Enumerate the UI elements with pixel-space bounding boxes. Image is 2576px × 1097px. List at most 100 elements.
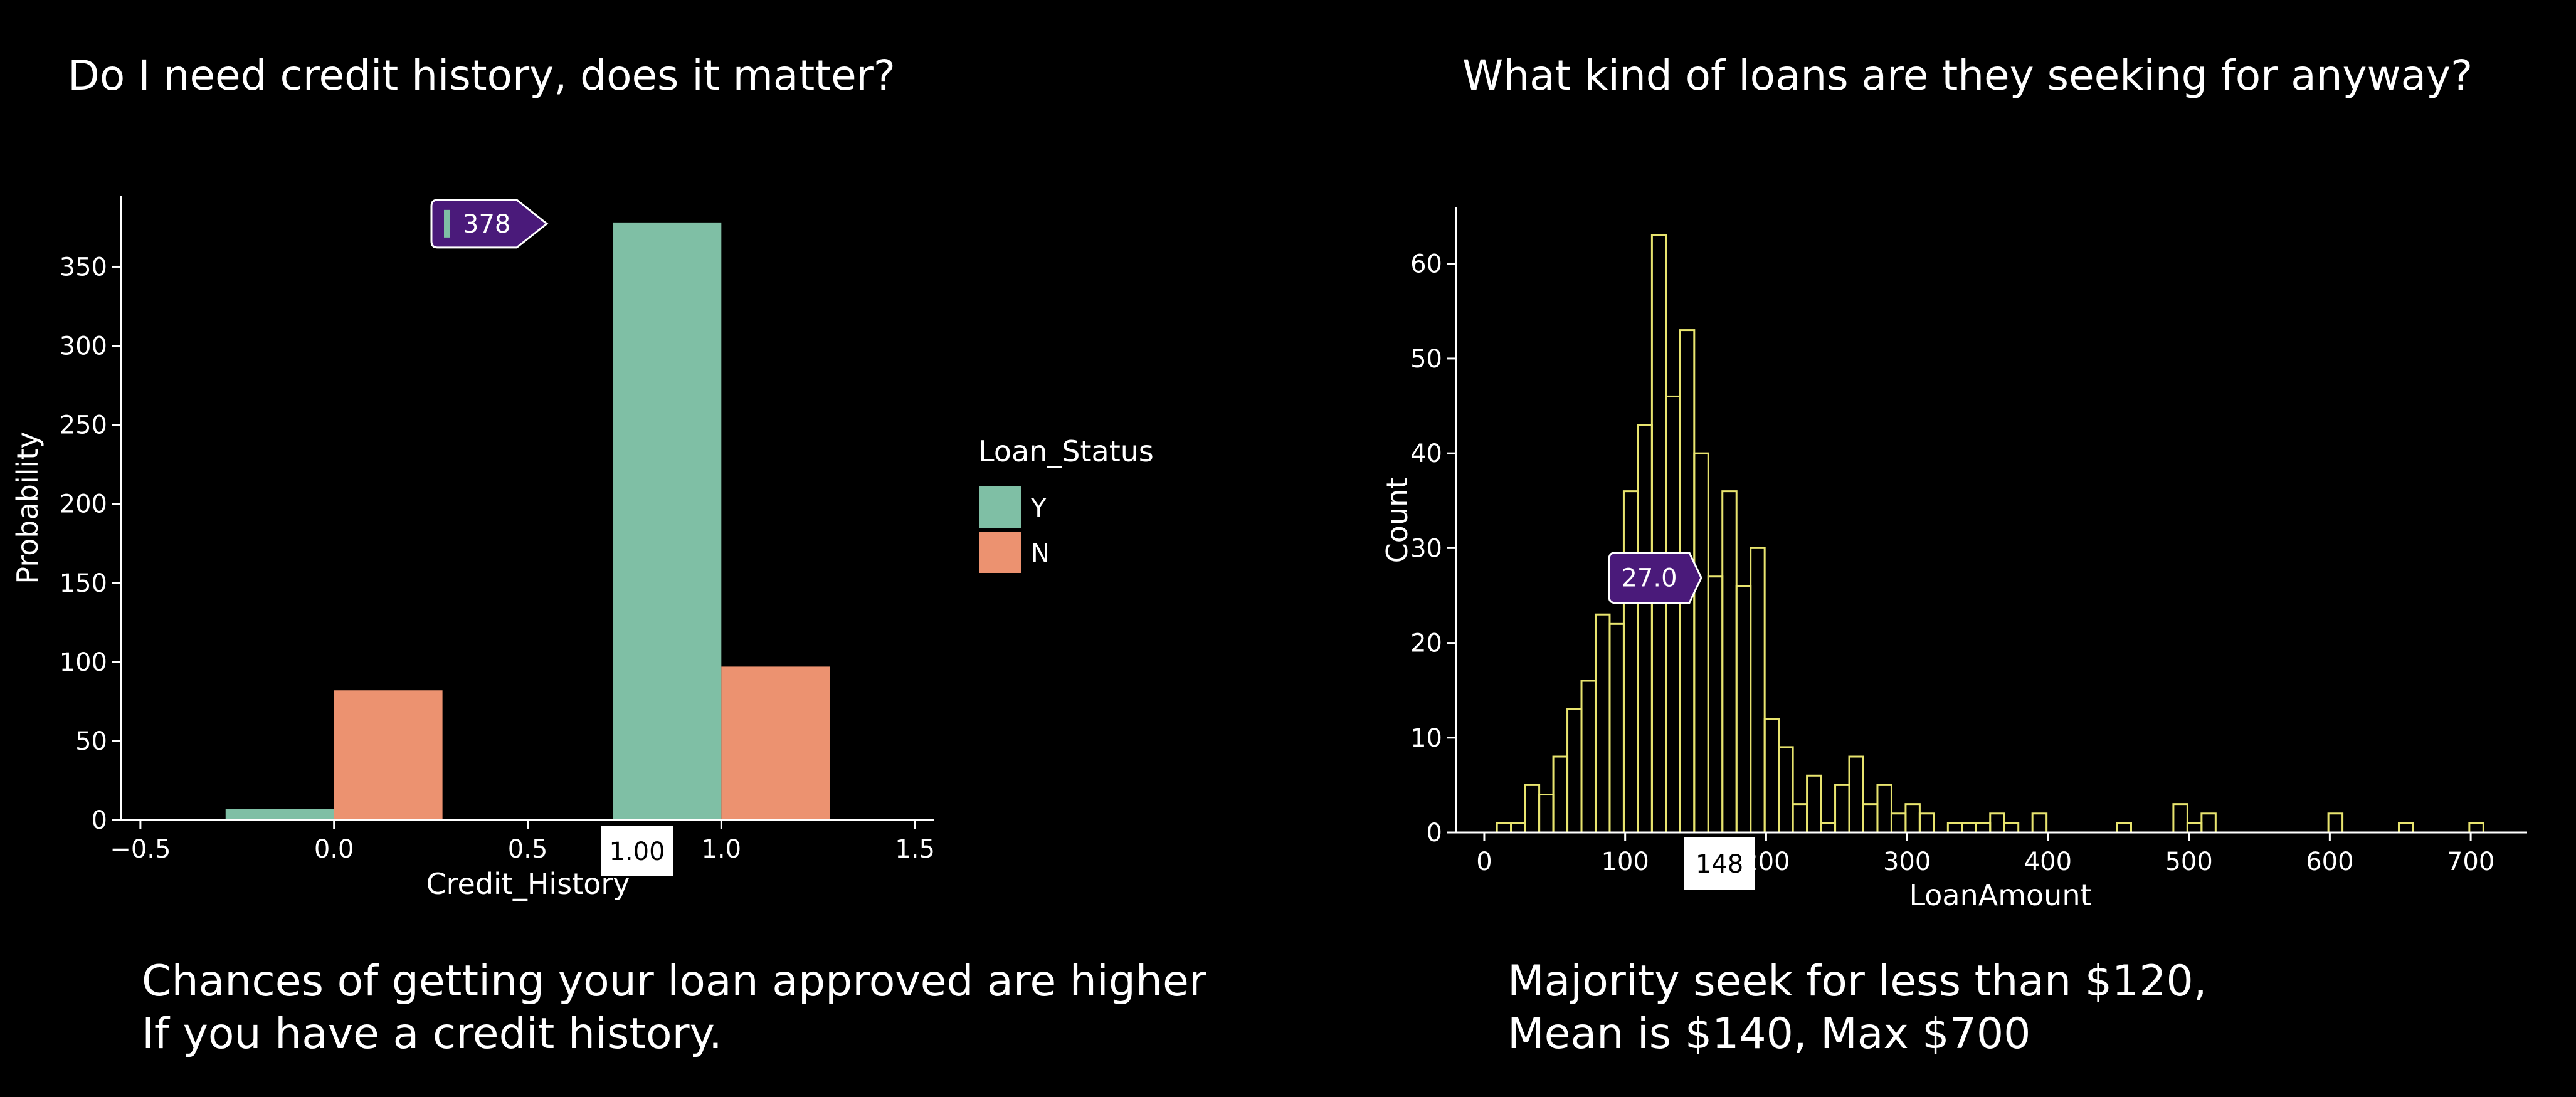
left-y-tick-label: 100 bbox=[60, 648, 107, 677]
histogram-bin bbox=[1622, 490, 1639, 834]
right-x-tick-label: 500 bbox=[2165, 848, 2212, 876]
histogram-bin bbox=[1989, 812, 2005, 834]
left-caption-line-2: If you have a credit history. bbox=[142, 1009, 722, 1059]
histogram-bin bbox=[1650, 234, 1667, 834]
bar-Y-1 bbox=[613, 222, 722, 820]
left-tooltip-value: 378 bbox=[463, 210, 510, 239]
left-y-tick-label: 0 bbox=[92, 806, 107, 835]
histogram-bin bbox=[1735, 585, 1752, 834]
right-y-tick-label: 40 bbox=[1410, 439, 1442, 468]
histogram-bin bbox=[1608, 622, 1625, 834]
legend-swatch-N bbox=[979, 532, 1021, 573]
histogram-bin bbox=[1763, 718, 1780, 834]
right-x-tick-label: 300 bbox=[1883, 848, 1931, 876]
histogram-bin bbox=[1904, 803, 1921, 834]
histogram-bin bbox=[1566, 708, 1583, 834]
histogram-bin bbox=[1496, 822, 1512, 834]
histogram-bin bbox=[1778, 746, 1794, 834]
histogram-bin bbox=[1946, 822, 1963, 834]
histogram-bin bbox=[1580, 680, 1597, 834]
left-axis-highlight-box bbox=[601, 826, 673, 876]
right-y-axis-label: Count bbox=[1380, 478, 1414, 564]
histogram-bin bbox=[1552, 755, 1569, 834]
left-x-tick-label: −0.5 bbox=[110, 835, 171, 864]
bar-N-0 bbox=[334, 690, 443, 820]
histogram-bin bbox=[2327, 812, 2344, 834]
right-y-tick-label: 60 bbox=[1410, 250, 1442, 279]
left-x-tick-label: 1.5 bbox=[895, 835, 935, 864]
histogram-bin bbox=[1975, 822, 1992, 834]
left-y-tick-label: 200 bbox=[60, 490, 107, 519]
histogram-bin bbox=[2172, 803, 2188, 834]
left-tooltip-swatch bbox=[444, 209, 450, 238]
left-x-tick-label: 1.0 bbox=[701, 835, 741, 864]
histogram-bin bbox=[1848, 755, 1864, 834]
histogram-bin bbox=[1862, 803, 1879, 834]
left-caption-line-1: Chances of getting your loan approved ar… bbox=[142, 957, 1206, 1006]
right-x-tick-label: 400 bbox=[2024, 848, 2072, 876]
histogram-bin bbox=[2003, 822, 2020, 834]
right-x-tick-label: 700 bbox=[2447, 848, 2494, 876]
left-y-tick-label: 350 bbox=[60, 253, 107, 281]
right-y-tick-label: 20 bbox=[1410, 629, 1442, 658]
right-x-tick-label: 600 bbox=[2306, 848, 2353, 876]
right-x-tick-label: 100 bbox=[1602, 848, 1649, 876]
right-y-tick-label: 50 bbox=[1410, 345, 1442, 374]
right-chart-title: What kind of loans are they seeking for … bbox=[1462, 51, 2473, 100]
left-x-tick-label: 0.0 bbox=[314, 835, 354, 864]
histogram-bin bbox=[1665, 395, 1681, 834]
left-y-tick-label: 150 bbox=[60, 569, 107, 598]
right-caption: Majority seek for less than $120, Mean i… bbox=[1507, 955, 2207, 1061]
histogram-bin bbox=[1538, 794, 1555, 834]
histogram-bin bbox=[1792, 803, 1808, 834]
right-y-tick-label: 10 bbox=[1410, 724, 1442, 753]
right-tooltip-box bbox=[1608, 552, 1702, 604]
right-x-tick-label: 0 bbox=[1476, 848, 1492, 876]
histogram-bin bbox=[1890, 812, 1907, 834]
histogram-bin bbox=[1510, 822, 1526, 834]
bar-N-1 bbox=[721, 666, 830, 820]
left-y-axis-label: Probability bbox=[11, 431, 45, 584]
right-axis-highlight-value: 148 bbox=[1696, 850, 1743, 879]
legend-label-N: N bbox=[1031, 539, 1050, 568]
histogram-bin bbox=[1961, 822, 1977, 834]
left-x-axis-label: Credit_History bbox=[426, 867, 630, 901]
right-caption-line-1: Majority seek for less than $120, bbox=[1507, 957, 2207, 1006]
histogram-bin bbox=[1524, 784, 1541, 834]
histogram-bin bbox=[1637, 424, 1653, 834]
histogram-bin bbox=[2397, 822, 2414, 834]
right-caption-line-2: Mean is $140, Max $700 bbox=[1507, 1009, 2031, 1059]
histogram-bin bbox=[2200, 812, 2217, 834]
legend-title: Loan_Status bbox=[978, 434, 1154, 468]
left-tooltip-box bbox=[430, 199, 549, 249]
left-y-tick-label: 50 bbox=[75, 727, 107, 756]
histogram-bin bbox=[1834, 784, 1850, 834]
legend-label-Y: Y bbox=[1030, 494, 1047, 523]
histogram-bin bbox=[1820, 822, 1837, 834]
histogram-bin bbox=[2186, 822, 2203, 834]
left-axis-highlight-value: 1.00 bbox=[609, 837, 665, 866]
left-caption: Chances of getting your loan approved ar… bbox=[142, 955, 1206, 1061]
bar-Y-0 bbox=[225, 809, 334, 820]
right-tooltip-value: 27.0 bbox=[1621, 564, 1677, 593]
histogram-bin bbox=[1594, 613, 1611, 834]
left-x-tick-label: 0.5 bbox=[508, 835, 548, 864]
histogram-bin bbox=[1806, 774, 1822, 834]
histogram-bin bbox=[2116, 822, 2132, 834]
left-y-tick-label: 250 bbox=[60, 411, 107, 440]
histogram-bin bbox=[2031, 812, 2048, 834]
left-y-tick-label: 300 bbox=[60, 332, 107, 361]
histogram-bin bbox=[2468, 822, 2484, 834]
right-x-axis-label: LoanAmount bbox=[1909, 878, 2091, 912]
histogram-bin bbox=[1707, 575, 1724, 834]
histogram-bin bbox=[1918, 812, 1935, 834]
right-y-tick-label: 30 bbox=[1410, 534, 1442, 563]
histogram-bin bbox=[1693, 452, 1709, 834]
right-y-tick-label: 0 bbox=[1427, 819, 1442, 848]
histogram-bin bbox=[1750, 547, 1766, 834]
histogram-bin bbox=[1876, 784, 1892, 834]
histogram-bin bbox=[1721, 490, 1738, 834]
left-chart-title: Do I need credit history, does it matter… bbox=[68, 51, 895, 100]
right-axis-highlight-box bbox=[1684, 837, 1755, 890]
